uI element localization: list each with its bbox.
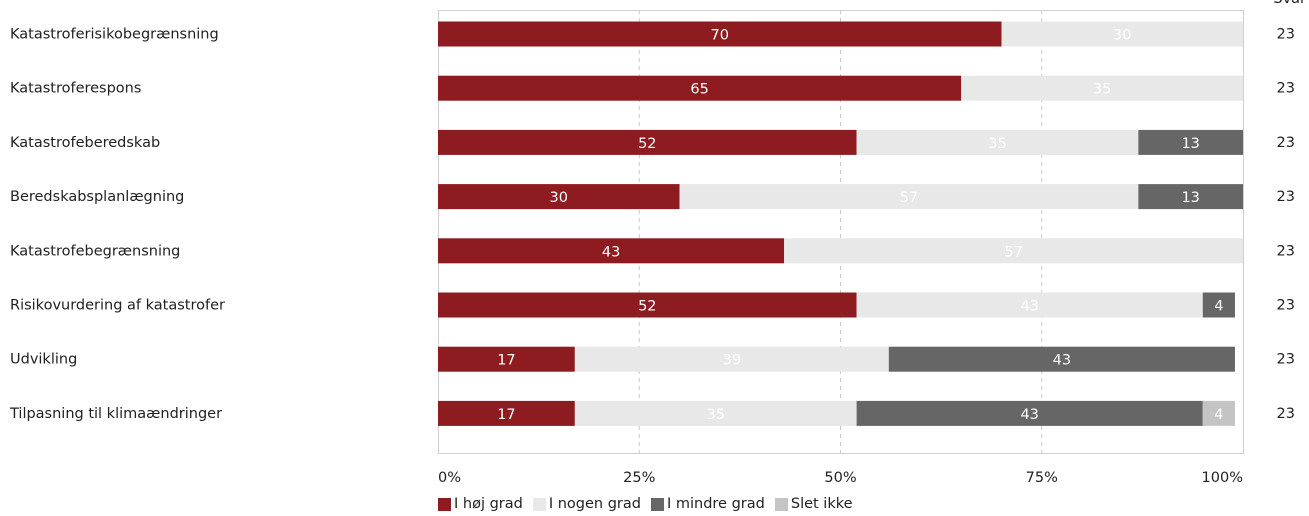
bar-segment <box>961 75 1243 101</box>
bar-segment <box>1138 184 1243 210</box>
legend-swatch <box>650 497 664 511</box>
legend-label: I nogen grad <box>548 496 641 512</box>
data-label: 70 <box>711 28 729 44</box>
response-count: 23 <box>1277 243 1295 259</box>
data-label: 4 <box>1214 299 1223 315</box>
bar-segment <box>1202 292 1235 318</box>
data-label: 52 <box>638 299 656 315</box>
response-count: 23 <box>1277 81 1295 97</box>
bar-segment <box>1138 129 1243 155</box>
x-tick-label: 0% <box>438 470 461 486</box>
data-label: 17 <box>497 353 515 369</box>
bar-segment <box>438 346 575 372</box>
bar-segment <box>438 292 857 318</box>
bar-segment <box>438 238 785 264</box>
legend: I høj grad I nogen grad I mindre grad Slet … <box>438 496 863 512</box>
bar-segment <box>438 129 857 155</box>
data-label: 17 <box>497 407 515 423</box>
bar-segment <box>438 75 962 101</box>
response-count: 23 <box>1277 298 1295 314</box>
bar-segment <box>574 400 857 426</box>
category-label: Katastroferisikobegrænsning <box>10 27 219 43</box>
data-label: 13 <box>1181 190 1199 206</box>
data-label: 57 <box>1004 244 1022 260</box>
data-label: 43 <box>1053 353 1071 369</box>
legend-item: I nogen grad <box>532 496 641 512</box>
bar-segment <box>856 292 1203 318</box>
legend-item: I mindre grad <box>650 496 765 512</box>
category-label: Katastrofeberedskab <box>10 135 160 151</box>
category-label: Tilpasning til klimaændringer <box>9 406 222 422</box>
legend-label: Slet ikke <box>790 496 853 512</box>
data-label: 13 <box>1181 136 1199 152</box>
legend-label: I mindre grad <box>666 496 765 512</box>
bar-segment <box>888 346 1235 372</box>
response-count: 23 <box>1277 189 1295 205</box>
x-tick-label: 50% <box>824 470 856 486</box>
data-label: 43 <box>602 244 620 260</box>
bar-segment <box>1202 400 1235 426</box>
x-tick-label: 75% <box>1026 470 1058 486</box>
bar-segment <box>856 129 1139 155</box>
bar-segment <box>784 238 1243 264</box>
legend-swatch <box>774 497 788 511</box>
x-tick-label: 100% <box>1202 470 1243 486</box>
data-label: 57 <box>900 190 918 206</box>
response-count: 23 <box>1277 406 1295 422</box>
category-label: Risikovurdering af katastrofer <box>10 298 225 314</box>
data-label: 30 <box>550 190 568 206</box>
category-label: Udvikling <box>10 352 77 368</box>
data-label: 4 <box>1214 407 1223 423</box>
category-label: Katastrofebegrænsning <box>10 243 180 259</box>
x-tick-label: 25% <box>623 470 655 486</box>
data-label: 43 <box>1020 407 1038 423</box>
data-label: 52 <box>638 136 656 152</box>
legend-swatch <box>438 497 451 511</box>
bar-segment <box>574 346 889 372</box>
data-label: 30 <box>1113 28 1131 44</box>
labels-layer: 0% 25% 50% 75% 100% Svar Katastroferisikobegræ… <box>9 0 1306 486</box>
data-label: 43 <box>1020 299 1038 315</box>
legend-item: I høj grad <box>438 496 523 512</box>
data-label: 35 <box>1093 82 1111 98</box>
category-label: Katastroferespons <box>10 81 141 97</box>
bar-segment <box>856 400 1203 426</box>
legend-item: Slet ikke <box>774 496 853 512</box>
bars-layer <box>438 21 1243 426</box>
count-column-header: Svar <box>1273 0 1306 7</box>
bar-segment <box>1001 21 1243 47</box>
bar-segment <box>438 184 680 210</box>
response-count: 23 <box>1277 135 1295 151</box>
bar-segment <box>438 21 1002 47</box>
data-label: 65 <box>690 82 708 98</box>
response-count: 23 <box>1277 352 1295 368</box>
bar-segment <box>438 400 575 426</box>
data-label: 39 <box>723 353 741 369</box>
data-label: 35 <box>988 136 1006 152</box>
data-label: 35 <box>706 407 724 423</box>
response-count: 23 <box>1277 27 1295 43</box>
legend-swatch <box>532 497 546 511</box>
category-label: Beredskabsplanlægning <box>10 189 184 205</box>
bar-segment <box>679 184 1139 210</box>
legend-label: I høj grad <box>454 496 523 512</box>
